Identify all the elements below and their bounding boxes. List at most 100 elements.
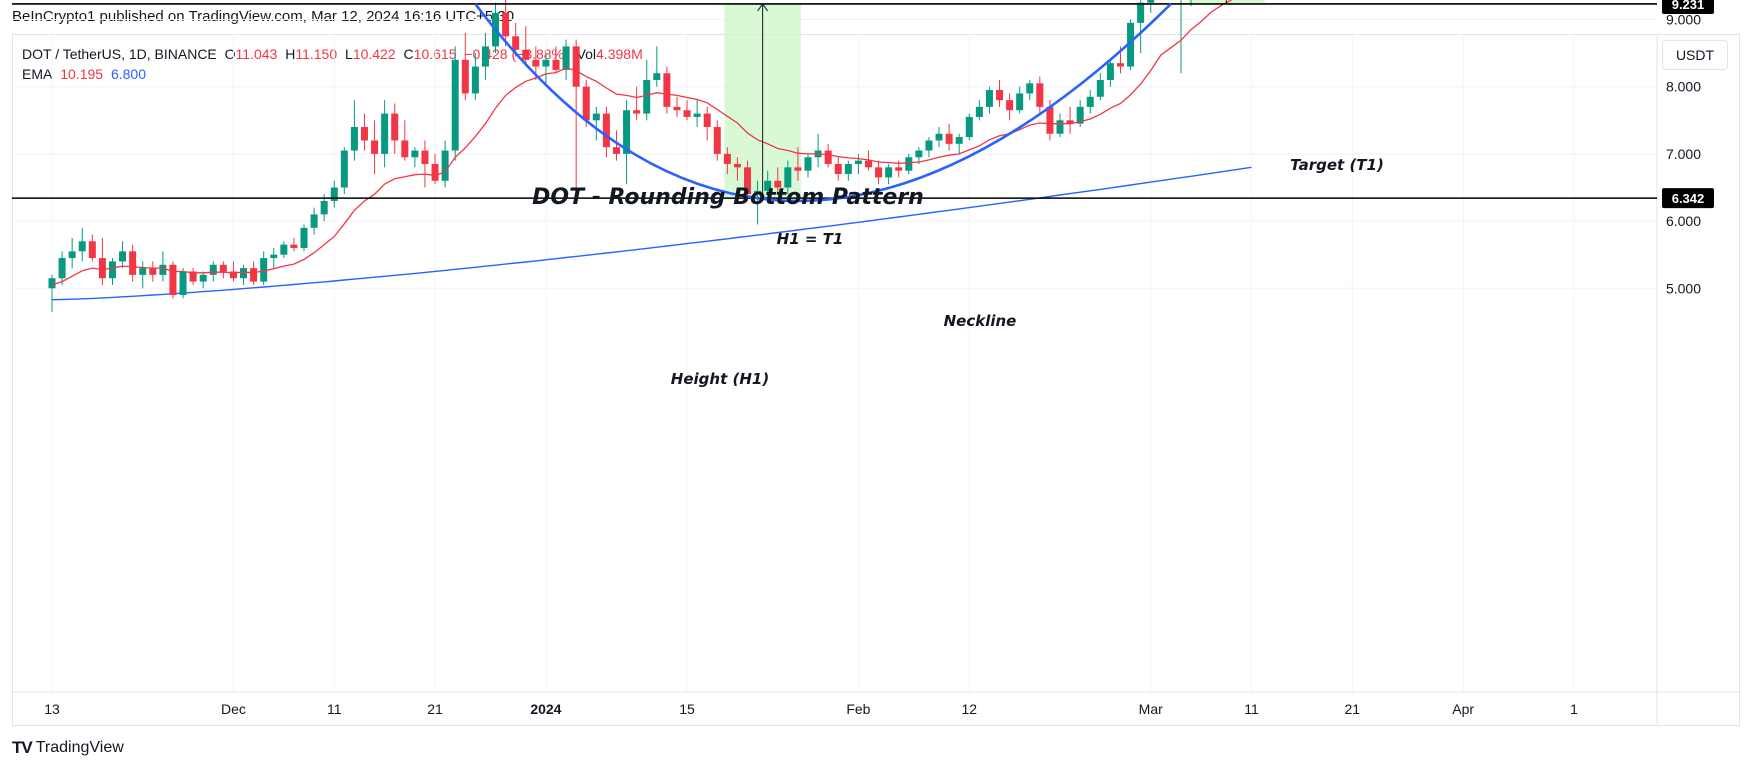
candle-body [592, 113, 600, 121]
candle-body [129, 251, 137, 275]
candle-body [854, 160, 862, 164]
candle-body [401, 140, 409, 158]
candle-body [1046, 106, 1054, 134]
candles [48, 0, 1192, 312]
height-label: Height (H1) [671, 370, 769, 388]
candle-body [250, 268, 258, 282]
candle-body [471, 66, 479, 94]
candle-body [824, 150, 832, 164]
time-tick-label: 1 [1570, 701, 1578, 717]
candle-body [552, 59, 560, 70]
candle-body [844, 163, 852, 175]
candle-body [1016, 93, 1024, 111]
candle-body [481, 46, 489, 67]
candle-body [360, 127, 368, 141]
price-tick-label: 6.000 [1666, 213, 1701, 229]
price-tick-label: 5.000 [1666, 280, 1701, 296]
tradingview-brand[interactable]: TV TradingView [12, 738, 124, 758]
candle-body [421, 150, 429, 164]
candle-body [108, 261, 116, 279]
bottom-level-badge [1662, 188, 1714, 209]
candle-body [169, 264, 177, 296]
candle-body [794, 167, 802, 171]
candle-body [260, 258, 268, 282]
candle-body [98, 258, 106, 279]
time-tick-label: 11 [327, 701, 342, 717]
candle-body [240, 268, 248, 279]
height-measure-arrowhead [757, 3, 769, 12]
candle-body [895, 167, 903, 171]
price-axis: 5.0006.0007.0008.0009.00010.00011.00012.… [1662, 0, 1714, 296]
candle-body [461, 59, 469, 94]
tradingview-name: TradingView [35, 739, 124, 756]
candle-body [68, 251, 76, 259]
neckline-level-badge [1662, 0, 1714, 14]
candle-body [925, 140, 933, 151]
rounding-bottom-curve [474, 3, 1172, 203]
candle-body [633, 110, 641, 114]
time-tick-label: Dec [221, 701, 246, 717]
candle-body [975, 106, 983, 117]
candle-body [582, 86, 590, 121]
candle-body [1066, 120, 1074, 124]
candle-body [945, 133, 953, 144]
candle-body [270, 254, 278, 259]
candle-body [1006, 100, 1014, 111]
candle-body [562, 46, 570, 70]
candle-body [602, 113, 610, 148]
time-tick-label: Mar [1139, 701, 1163, 717]
candle-body [371, 140, 379, 154]
candle-body [804, 157, 812, 171]
price-tick-label: 8.000 [1666, 79, 1701, 95]
legend-low: 10.422 [352, 46, 396, 62]
candle-body [280, 244, 288, 255]
candle-body [229, 271, 237, 279]
candle-body [643, 79, 651, 114]
candle-body [310, 214, 318, 228]
candle-body [693, 113, 701, 117]
candle-body [300, 227, 308, 248]
candle-body [673, 106, 681, 111]
candle-body [663, 73, 671, 107]
legend-ema-slow: 6.800 [110, 66, 146, 82]
candle-body [1036, 83, 1044, 107]
legend-open: 11.043 [235, 46, 278, 62]
candle-body [58, 258, 66, 279]
candle-body [764, 180, 772, 191]
legend-ema-label[interactable]: EMA [22, 66, 53, 82]
legend-close-label: C [403, 46, 414, 62]
candle-body [1056, 120, 1064, 134]
time-tick-label: 15 [679, 701, 695, 717]
candle-body [290, 244, 298, 248]
candle-body [703, 113, 711, 128]
candle-body [199, 274, 207, 282]
neckline-level-badge-text: 9.231 [1672, 0, 1705, 12]
candle-body [985, 90, 993, 107]
chart-frame [12, 34, 1740, 726]
candle-body [179, 271, 187, 296]
candle-body [542, 59, 550, 67]
candle-body [149, 268, 157, 275]
legend-ema-row: EMA 10.195 6.800 [22, 64, 647, 84]
gridlines [12, 19, 1657, 692]
candle-body [915, 150, 923, 158]
ema-fast-line [51, 0, 1233, 286]
legend-vol-label: Vol [576, 46, 597, 62]
candle-body [683, 110, 691, 117]
target-label: Target (T1) [1290, 156, 1384, 174]
tradingview-logo-icon: TV [12, 738, 33, 757]
candle-body [1106, 63, 1114, 80]
candle-body [572, 46, 580, 87]
candle-body [1127, 22, 1135, 67]
candle-body [1137, 2, 1145, 23]
candle-body [350, 127, 358, 151]
time-tick-label: 21 [1345, 701, 1361, 717]
currency-button[interactable]: USDT [1662, 40, 1728, 70]
candle-body [1026, 83, 1034, 94]
time-tick-label: 2024 [530, 701, 561, 717]
legend-symbol[interactable]: DOT / TetherUS, 1D, BINANCE [22, 46, 217, 62]
candle-body [522, 49, 530, 60]
time-tick-label: 13 [44, 701, 60, 717]
candle-body [1076, 106, 1084, 124]
candle-body [451, 59, 459, 151]
